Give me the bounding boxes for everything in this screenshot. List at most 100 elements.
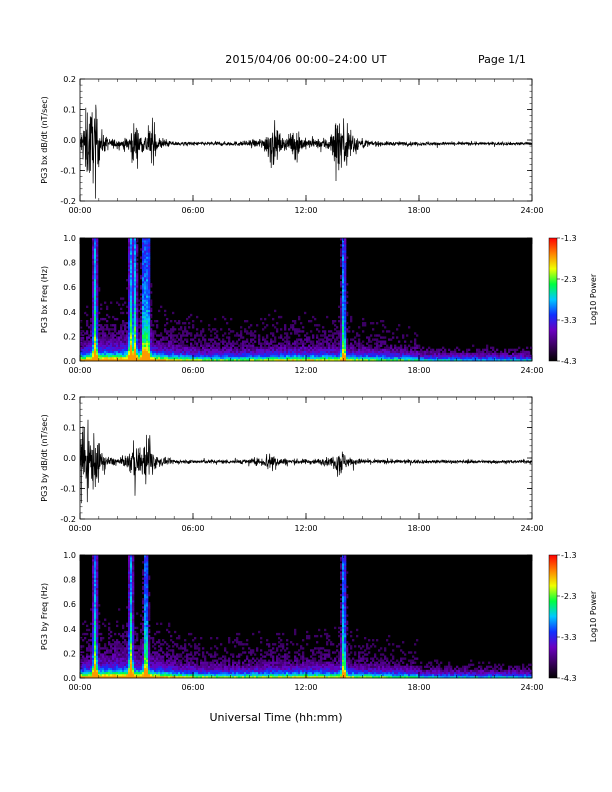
spectrogram-cell [298,315,301,319]
spectrogram-cell [200,354,203,358]
spectrogram-cell [132,671,135,675]
spectrogram-cell [384,336,387,339]
spectrogram-cell [362,324,365,327]
spectrogram-cell [146,338,149,341]
spectrogram-cell [204,346,207,349]
spectrogram-cell [146,240,149,243]
spectrogram-cell [130,555,133,558]
spectrogram-cell [290,354,293,358]
spectrogram-cell [120,647,123,650]
spectrogram-cell [116,620,119,623]
spectrogram-cell [92,248,95,251]
spectrogram-cell [96,620,99,623]
spectrogram-cell [242,336,245,339]
spectrogram-cell [224,350,227,354]
spectrogram-cell [182,332,185,335]
spectrogram-cell [186,649,189,652]
spectrogram-cell [250,356,253,360]
spectrogram-cell [84,344,87,347]
spectrogram-cell [314,352,317,356]
spectrogram-cell [104,661,107,664]
spectrogram-cell [282,358,285,362]
spectrogram-cell [344,266,347,270]
spectrogram-cell [136,311,139,315]
spectrogram-cell [136,346,139,349]
spectrogram-cell [142,356,145,360]
spectrogram-cell [162,338,165,341]
spectrogram-cell [192,639,195,642]
spectrogram-cell [144,637,147,640]
spectrogram-cell [294,358,297,362]
spectrogram-cell [136,634,139,638]
spectrogram-cell [132,604,135,607]
spectrogram-cell [108,346,111,349]
spectrogram-cell [282,356,285,360]
spectrogram-cell [146,252,149,255]
spectrogram-cell [130,583,133,587]
spectrogram-cell [136,297,139,300]
spectrogram-cell [302,344,305,347]
spectrogram-cell [130,645,133,648]
spectrogram-cell [374,342,377,345]
spectrogram-cell [328,350,331,354]
spectrogram-cell [272,324,275,327]
spectrogram-cell [130,567,133,570]
spectrogram-cell [300,338,303,341]
spectrogram-cell [90,608,93,611]
spectrogram-cell [122,651,125,654]
spectrogram-cell [342,352,345,356]
spectrogram-cell [100,661,103,664]
spectrogram-cell [146,340,149,343]
spectrogram-cell [178,655,181,658]
spectrogram-cell [108,632,111,636]
spectrogram-cell [344,315,347,319]
spectrogram-cell [290,356,293,360]
spectrogram-cell [86,346,89,349]
spectrogram-cell [380,336,383,339]
spectrogram-cell [384,340,387,343]
spectrogram-cell [120,297,123,300]
spectrogram-cell [178,344,181,347]
spectrogram-cell [304,334,307,337]
spectrogram-cell [318,350,321,354]
spectrogram-cell [300,342,303,345]
spectrogram-cell [130,626,133,630]
spectrogram-cell [126,659,129,662]
spectrogram-cell [112,643,115,646]
spectrogram-cell [264,326,267,329]
spectrogram-cell [188,663,191,666]
spectrogram-cell [134,309,137,313]
spectrogram-cell [254,340,257,343]
spectrogram-cell [226,352,229,356]
spectrogram-cell [116,659,119,662]
spectrogram-cell [96,336,99,339]
spectrogram-cell [272,346,275,349]
spectrogram-cell [270,346,273,349]
spectrogram-cell [310,342,313,345]
spectrogram-cell [132,350,135,354]
spectrogram-cell [112,667,115,671]
spectrogram-cell [132,289,135,292]
spectrogram-cell [128,563,131,566]
spectrogram-cell [396,346,399,349]
spectrogram-cell [120,669,123,673]
spectrogram-cell [188,352,191,356]
spectrogram-cell [146,332,149,335]
spectrogram-cell [92,645,95,648]
spectrogram-cell [148,657,151,660]
spectrogram-cell [234,342,237,345]
spectrogram-cell [174,340,177,343]
spectrogram-cell [208,665,211,669]
spectrogram-cell [280,336,283,339]
spectrogram-cell [366,342,369,345]
spectrogram-cell [156,340,159,343]
spectrogram-cell [128,667,131,671]
spectrogram-cell [120,340,123,343]
spectrogram-cell [200,356,203,360]
spectrogram-cell [498,356,501,360]
spectrogram-cell [96,358,99,362]
spectrogram-cell [158,309,161,313]
spectrogram-cell [88,661,91,664]
spectrogram-cell [458,352,461,356]
spectrogram-cell [126,651,129,654]
